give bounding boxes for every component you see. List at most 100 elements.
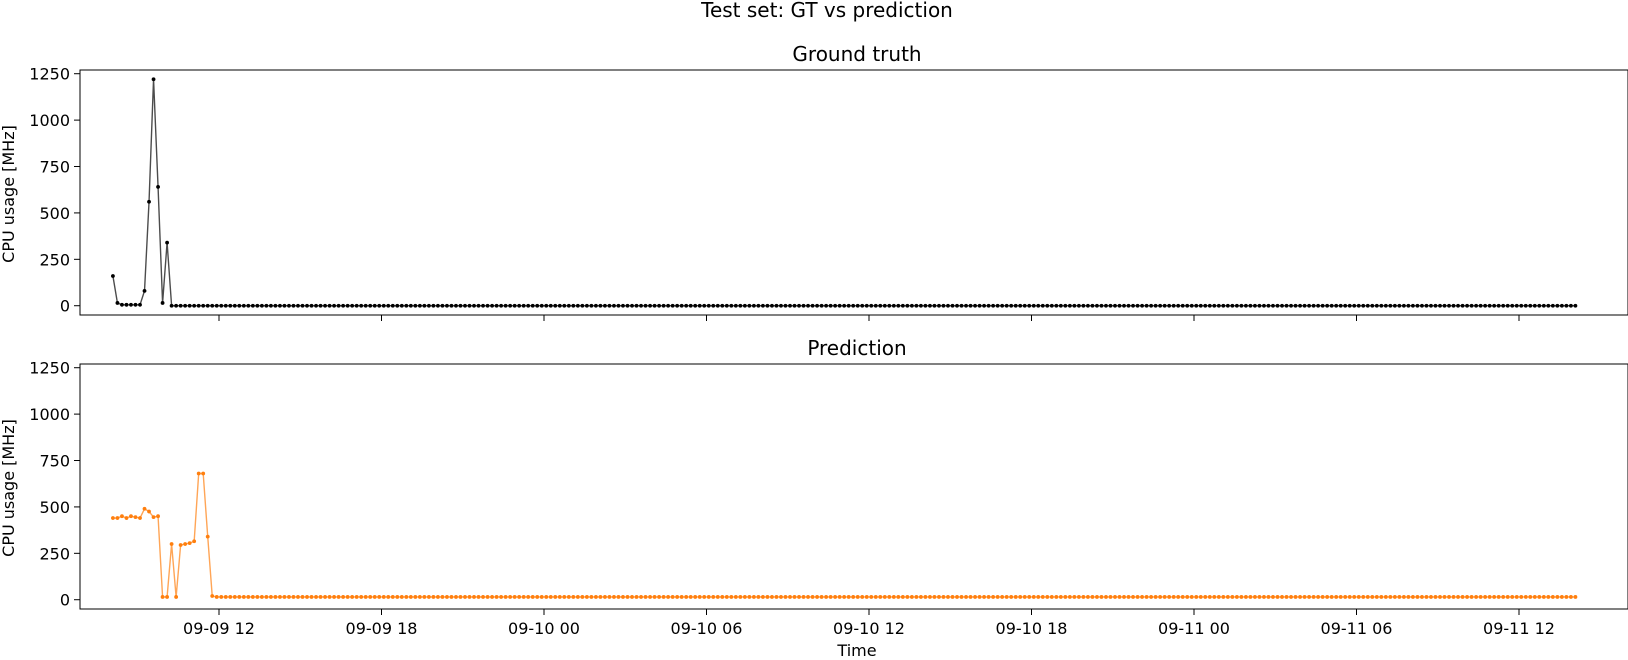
- data-point: [548, 303, 553, 308]
- data-point: [919, 303, 923, 308]
- data-point: [1167, 595, 1172, 599]
- data-point: [345, 303, 350, 308]
- data-point: [1131, 595, 1135, 599]
- data-point: [1365, 303, 1370, 308]
- data-point: [174, 595, 179, 599]
- data-point: [928, 595, 932, 599]
- data-point: [413, 303, 418, 308]
- data-point: [562, 303, 567, 308]
- data-point: [359, 303, 364, 308]
- data-point: [1081, 303, 1086, 308]
- data-point: [1009, 303, 1014, 308]
- data-point: [1550, 595, 1555, 599]
- data-point: [1329, 303, 1334, 308]
- data-point: [210, 594, 215, 598]
- data-point: [702, 595, 707, 599]
- data-point: [494, 303, 499, 308]
- data-point: [896, 303, 901, 308]
- data-point: [544, 303, 549, 308]
- data-point: [566, 303, 571, 308]
- data-point: [1555, 595, 1560, 599]
- data-point: [1546, 303, 1551, 308]
- data-point: [1221, 303, 1226, 308]
- data-point: [1131, 303, 1135, 308]
- data-point: [1004, 303, 1009, 308]
- data-point: [729, 595, 734, 599]
- data-point: [878, 303, 883, 308]
- data-point: [584, 595, 589, 599]
- data-point: [485, 595, 490, 599]
- data-point: [219, 303, 224, 308]
- data-point: [905, 303, 910, 308]
- data-point: [454, 595, 458, 599]
- data-point: [1356, 303, 1361, 308]
- data-point: [1234, 595, 1239, 599]
- data-point: [1505, 595, 1510, 599]
- data-point: [1049, 595, 1054, 599]
- data-point: [214, 303, 219, 308]
- data-point: [1167, 303, 1172, 308]
- data-point: [991, 595, 996, 599]
- data-point: [264, 595, 269, 599]
- data-point: [761, 595, 765, 599]
- data-point: [810, 303, 815, 308]
- data-point: [1122, 595, 1126, 599]
- data-point: [521, 595, 526, 599]
- data-point: [517, 595, 522, 599]
- data-point: [774, 595, 779, 599]
- data-point: [1487, 303, 1492, 308]
- data-point: [1253, 303, 1257, 308]
- data-point: [594, 303, 598, 308]
- data-point: [666, 303, 671, 308]
- data-point: [228, 303, 233, 308]
- data-point: [296, 595, 300, 599]
- data-point: [616, 303, 621, 308]
- data-point: [747, 303, 752, 308]
- ground-truth-title: Ground truth: [792, 42, 921, 66]
- data-point: [354, 303, 359, 308]
- data-point: [1546, 595, 1551, 599]
- data-point: [1402, 303, 1406, 308]
- data-point: [1365, 595, 1370, 599]
- data-point: [282, 303, 287, 308]
- data-point: [706, 303, 711, 308]
- data-point: [1275, 595, 1280, 599]
- data-point: [192, 303, 197, 308]
- data-point: [562, 595, 567, 599]
- data-point: [1569, 303, 1573, 308]
- data-point: [359, 595, 364, 599]
- data-point: [833, 303, 838, 308]
- data-point: [1397, 595, 1402, 599]
- data-point: [1013, 303, 1018, 308]
- data-point: [878, 595, 883, 599]
- data-point: [427, 595, 431, 599]
- data-point: [1397, 303, 1402, 308]
- data-point: [801, 303, 806, 308]
- data-point: [1099, 595, 1104, 599]
- data-point: [580, 303, 585, 308]
- data-point: [842, 303, 847, 308]
- data-point: [223, 303, 228, 308]
- data-point: [598, 303, 603, 308]
- data-point: [603, 595, 607, 599]
- data-point: [733, 303, 738, 308]
- data-point: [1298, 303, 1302, 308]
- data-point: [192, 539, 197, 544]
- x-tick-label: 09-11 00: [1158, 619, 1230, 638]
- data-point: [237, 303, 242, 308]
- data-point: [779, 303, 783, 308]
- data-point: [1550, 303, 1555, 308]
- data-point: [702, 303, 707, 308]
- data-point: [905, 595, 910, 599]
- data-point: [1532, 303, 1537, 308]
- data-point: [530, 303, 535, 308]
- data-point: [1257, 595, 1262, 599]
- data-point: [440, 303, 445, 308]
- data-point: [463, 595, 467, 599]
- data-point: [1564, 595, 1569, 599]
- data-point: [1176, 595, 1181, 599]
- data-point: [1271, 595, 1275, 599]
- data-point: [1045, 595, 1050, 599]
- data-point: [652, 303, 657, 308]
